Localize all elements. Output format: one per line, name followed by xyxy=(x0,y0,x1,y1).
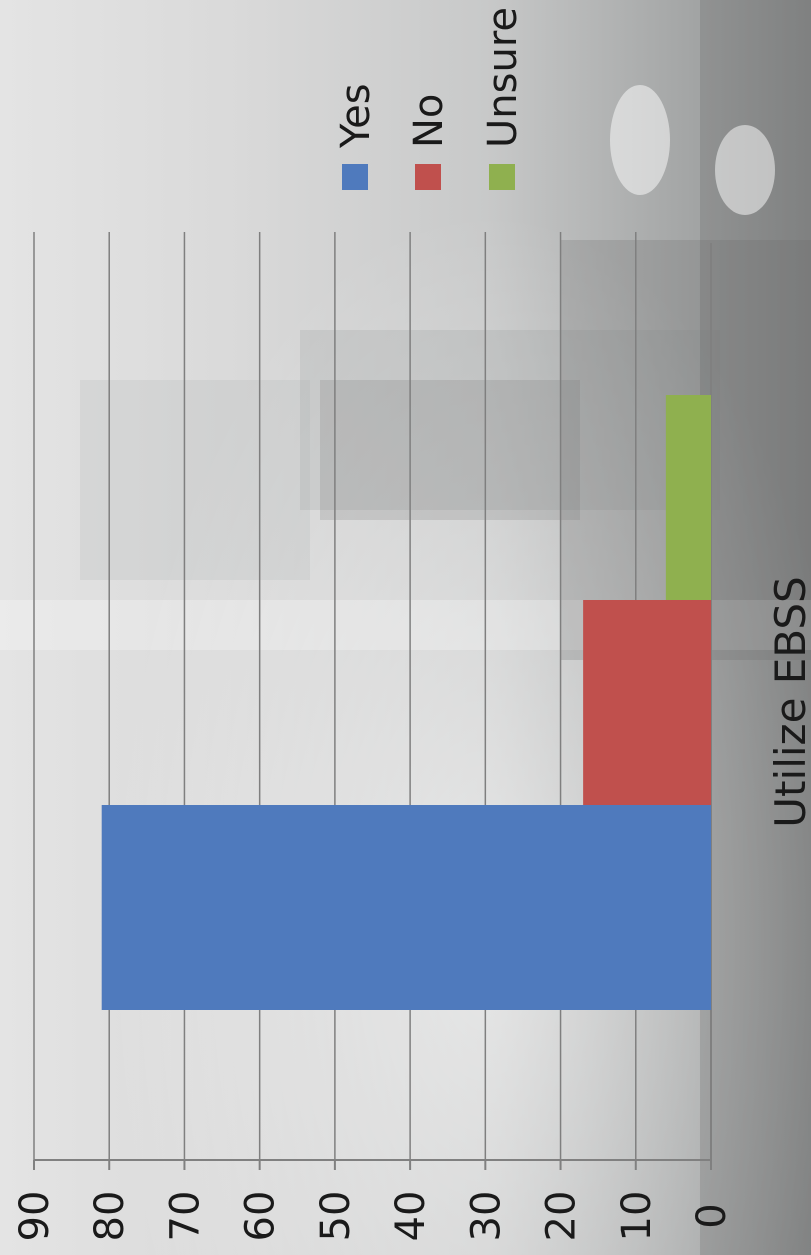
category-label: Utilize EBSS xyxy=(766,576,811,827)
legend-swatch-no xyxy=(415,164,441,190)
tick-label-40: 40 xyxy=(388,1191,434,1242)
legend-label-no: No xyxy=(406,94,452,148)
bars xyxy=(101,395,711,1010)
tick-label-10: 10 xyxy=(614,1191,660,1242)
gridlines xyxy=(33,232,637,1160)
bar-yes xyxy=(101,805,711,1010)
bar-no xyxy=(583,600,711,805)
legend-swatch-yes xyxy=(342,164,368,190)
tick-label-0: 0 xyxy=(689,1203,735,1228)
tick-label-70: 70 xyxy=(162,1191,208,1242)
legend-swatch-unsure xyxy=(489,164,515,190)
bar-unsure xyxy=(665,395,711,600)
value-axis-ticks xyxy=(33,1160,712,1170)
legend: Yes No Unsure xyxy=(333,7,526,190)
legend-label-unsure: Unsure xyxy=(480,7,526,148)
tick-label-60: 60 xyxy=(238,1191,284,1242)
tick-label-90: 90 xyxy=(12,1191,58,1242)
tick-label-50: 50 xyxy=(313,1191,359,1242)
tick-label-20: 20 xyxy=(539,1191,585,1242)
value-axis-tick-labels: 0 10 20 30 40 50 60 70 80 90 xyxy=(12,1191,735,1242)
legend-label-yes: Yes xyxy=(333,83,379,149)
tick-label-30: 30 xyxy=(463,1191,509,1242)
tick-label-80: 80 xyxy=(87,1191,133,1242)
